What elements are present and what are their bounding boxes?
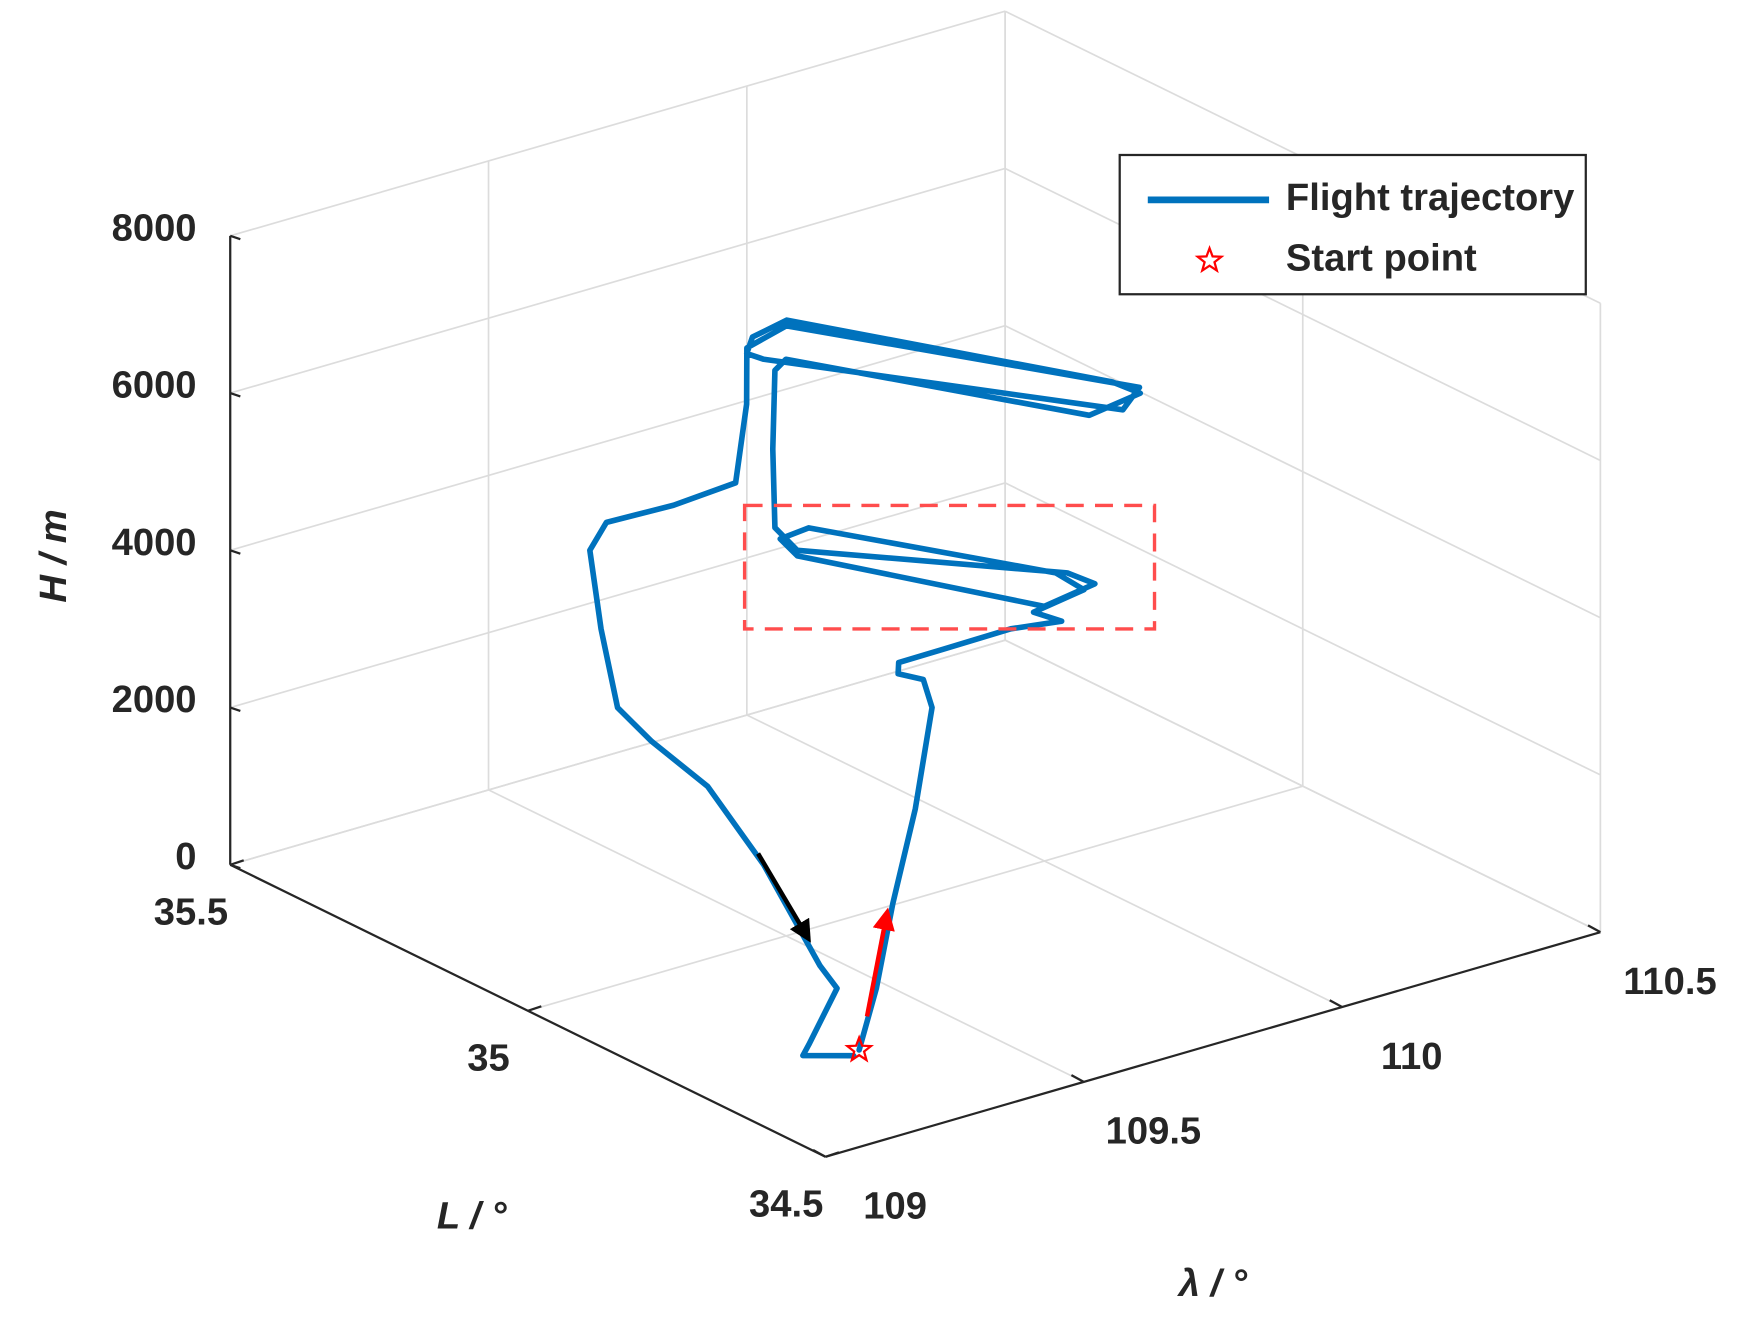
y-tick: [825, 1151, 840, 1158]
y-tick-label: 35: [467, 1036, 509, 1079]
grid-line: [229, 324, 1006, 552]
z-tick-label: 2000: [112, 678, 197, 721]
legend-label: Start point: [1286, 237, 1477, 280]
z-tick: [229, 706, 241, 712]
highlight-box: [742, 503, 1157, 631]
legend-marker: [1194, 244, 1225, 274]
axes: 0 2000 4000 6000 8000 34.5 35 35.5 109 109.5 110 11…: [112, 206, 1717, 1227]
grid-line: [1004, 324, 1601, 619]
z-tick-label: 4000: [112, 521, 197, 564]
landing-arrow: [756, 852, 811, 943]
grid-line: [1004, 482, 1601, 776]
x-tick-label: 110.5: [1623, 960, 1716, 1003]
x-tick: [812, 1149, 826, 1158]
legend-box: [1118, 153, 1587, 296]
x-axis-label: λ / °: [1177, 1262, 1248, 1305]
takeoff-arrow: [864, 907, 895, 1017]
grid-line: [229, 167, 1006, 394]
z-tick-label: 8000: [112, 206, 197, 249]
z-axis-label: H / m: [32, 509, 75, 602]
legend: Flight trajectory Start point: [1118, 153, 1587, 296]
x-tick-label: 110: [1381, 1035, 1443, 1078]
y-axis: [229, 863, 826, 1158]
plot-area: [587, 317, 1144, 1063]
trajectory-line: [587, 317, 1144, 1059]
legend-label: Flight trajectory: [1286, 176, 1575, 219]
grid-line: [229, 639, 1006, 866]
z-tick: [229, 392, 241, 398]
x-tick: [1329, 999, 1343, 1009]
x-axis: [825, 931, 1601, 1158]
y-tick: [229, 859, 245, 866]
grid-line: [229, 10, 1006, 237]
y-tick-label: 35.5: [154, 890, 228, 933]
z-tick: [229, 549, 241, 555]
start-marker: [844, 1034, 874, 1063]
y-tick-label: 34.5: [749, 1182, 823, 1225]
grid-line: [1004, 639, 1601, 933]
x-tick: [1070, 1074, 1085, 1083]
z-tick: [229, 234, 241, 241]
z-tick-label: 0: [175, 835, 196, 878]
x-tick-label: 109: [863, 1185, 927, 1228]
grid-line: [229, 482, 1006, 709]
grid: [229, 10, 1602, 1158]
grid-line: [1004, 167, 1601, 462]
z-tick-label: 6000: [112, 364, 197, 407]
grid-line: [527, 785, 1304, 1012]
x-tick: [1587, 924, 1601, 934]
x-tick-label: 109.5: [1106, 1110, 1202, 1153]
y-tick: [527, 1005, 542, 1012]
y-axis-label: L / °: [437, 1195, 507, 1238]
